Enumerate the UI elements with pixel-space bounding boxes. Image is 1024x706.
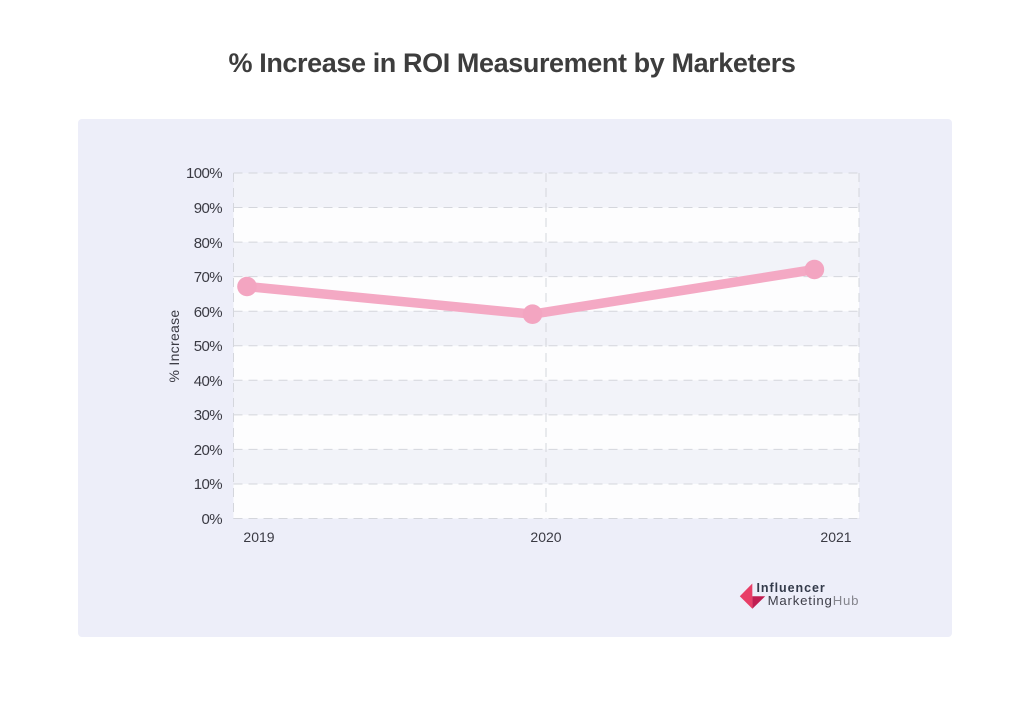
svg-text:MarketingHub: MarketingHub <box>768 593 860 608</box>
svg-text:Influencer: Influencer <box>757 581 826 595</box>
